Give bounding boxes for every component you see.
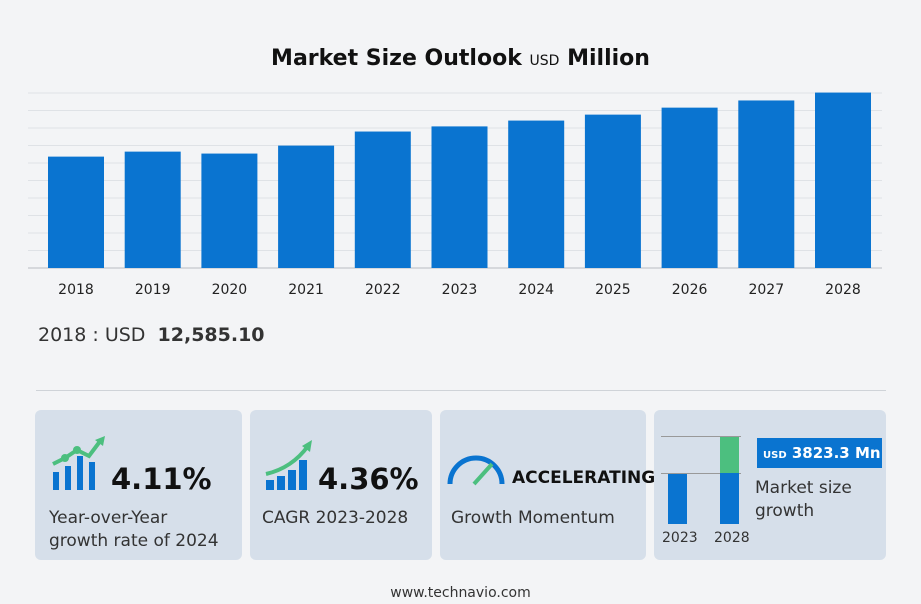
x-tick-label: 2023	[442, 282, 478, 298]
x-tick-label: 2025	[595, 282, 631, 298]
chart-title: Market Size Outlook USD Million	[271, 46, 650, 71]
growth-badge: USD 3823.3 Mn	[757, 438, 882, 468]
bar-2023	[668, 474, 687, 524]
x-tick-label: 2019	[135, 282, 171, 298]
unit: Million	[567, 46, 650, 71]
yoy-card: 4.11% Year-over-Year growth rate of 2024	[35, 410, 242, 560]
x-tick-label: 2021	[288, 282, 324, 298]
x-tick-label: 2020	[212, 282, 248, 298]
bar-growth	[720, 437, 739, 473]
bar-2020	[201, 153, 258, 268]
bar-2019	[124, 151, 181, 268]
x-tick-label: 2022	[365, 282, 401, 298]
yoy-value: 4.11%	[111, 462, 212, 496]
momentum-card: ACCELERATING Growth Momentum	[440, 410, 655, 560]
bar-chart: 2018 2019 2020 2021 2022 2023 2024 2025 2026 2027…	[28, 92, 882, 298]
bar-2027	[738, 100, 795, 268]
unit-prefix: USD	[529, 53, 560, 69]
x-tick-label: 2027	[748, 282, 784, 298]
bar-2026	[661, 107, 718, 268]
bar-2028	[815, 92, 871, 268]
footer-link[interactable]: www.technavio.com	[390, 585, 531, 601]
momentum-value: ACCELERATING	[512, 468, 656, 488]
bar-trend-icon	[52, 436, 105, 490]
bar-2022	[354, 131, 411, 268]
bar-2025	[584, 114, 641, 268]
x-tick-label: 2018	[58, 282, 94, 298]
bar-2024	[508, 120, 565, 269]
cagr-card: 4.36% CAGR 2023-2028	[250, 410, 432, 560]
growth-arrow-icon	[265, 440, 312, 490]
bar-2021	[278, 145, 335, 268]
x-tick-label: 2026	[672, 282, 708, 298]
x-tick-label: 2028	[825, 282, 861, 298]
first-year-value: 2018 : USD 12,585.10	[38, 324, 265, 346]
speedometer-icon	[447, 455, 505, 486]
x-tick-label: 2024	[518, 282, 554, 298]
bar-2018	[48, 156, 104, 268]
cagr-value: 4.36%	[318, 462, 419, 496]
growth-card: 2023 2028 USD 3823.3 Mn Market size grow…	[654, 410, 886, 560]
bar-2023	[431, 126, 488, 269]
bar-2028	[720, 473, 739, 524]
divider	[36, 390, 886, 391]
